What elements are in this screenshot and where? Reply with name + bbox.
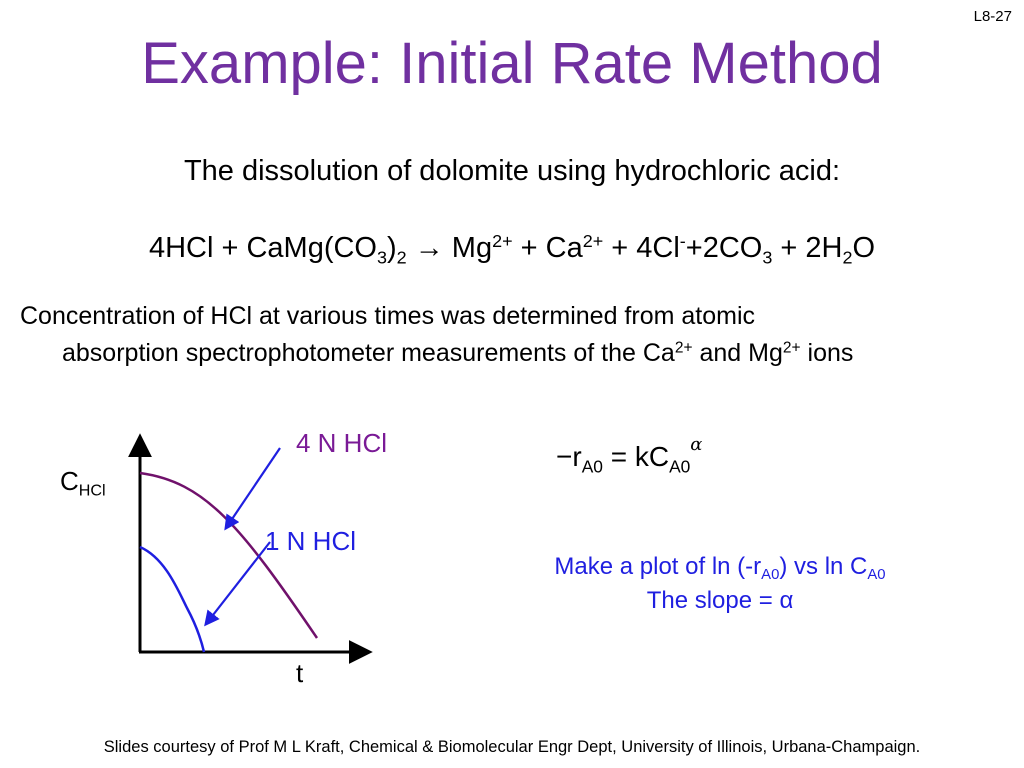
eq-part: O	[852, 232, 876, 264]
rate-subscript: A0	[581, 456, 603, 477]
concentration-sketch: CHCl t 4 N HCl 1 N HCl	[60, 428, 420, 700]
eq-subscript: 3	[377, 247, 387, 268]
instr-part: ) vs ln C	[779, 553, 868, 580]
rate-part: = kC	[602, 441, 670, 473]
desc-superscript: 2+	[674, 339, 693, 357]
eq-part: +2CO	[685, 232, 763, 264]
instruction-line2: The slope = α	[646, 587, 794, 614]
eq-part: 4HCl + CaMg(CO	[148, 232, 377, 264]
rate-exponent: α	[690, 434, 703, 455]
description-line2: absorption spectrophotometer measurement…	[20, 335, 853, 372]
description-line1: Concentration of HCl at various times wa…	[20, 302, 756, 330]
plot-instruction: Make a plot of ln (-rA0) vs ln CA0 The s…	[500, 550, 940, 618]
y-label-sub: HCl	[78, 481, 106, 500]
arrow-4n	[224, 447, 281, 531]
intro-text: The dissolution of dolomite using hydroc…	[183, 155, 841, 187]
eq-part: + Ca	[512, 232, 583, 264]
sketch-svg	[128, 433, 373, 664]
x-axis-label: t	[296, 658, 304, 688]
eq-part: → Mg	[406, 232, 493, 264]
y-label-main: C	[60, 466, 79, 496]
eq-part: + 4Cl	[603, 232, 680, 264]
rate-subscript: A0	[669, 456, 691, 477]
eq-superscript: 2+	[582, 231, 604, 252]
desc-part: and Mg	[692, 339, 783, 367]
slide-number: L8-27	[973, 8, 1012, 25]
rate-part: −r	[556, 441, 582, 473]
slide-title: Example: Initial Rate Method	[141, 31, 883, 96]
rate-law-equation: −rA0 = kCA0α	[556, 434, 703, 477]
curve-label-4n: 4 N HCl	[296, 428, 388, 458]
desc-part: absorption spectrophotometer measurement…	[62, 339, 675, 367]
eq-part: )	[387, 232, 397, 264]
curve-label-1n: 1 N HCl	[265, 526, 357, 556]
desc-part: ions	[800, 339, 854, 367]
eq-subscript: 2	[842, 247, 853, 268]
curve-4n-hcl	[139, 471, 319, 639]
desc-superscript: 2+	[782, 339, 801, 357]
eq-subscript: 3	[762, 247, 773, 268]
eq-superscript: -	[679, 231, 686, 252]
curve-1n-hcl	[139, 545, 206, 653]
y-axis-label: CHCl	[60, 466, 106, 500]
instr-part: Make a plot of ln (-r	[554, 553, 762, 580]
arrow-1n	[204, 541, 271, 627]
instruction-line1: Make a plot of ln (-rA0) vs ln CA0	[500, 550, 940, 584]
instr-subscript: A0	[867, 567, 886, 584]
eq-part: + 2H	[772, 232, 843, 264]
eq-subscript: 2	[396, 247, 407, 268]
eq-superscript: 2+	[492, 231, 513, 252]
footer-credit: Slides courtesy of Prof M L Kraft, Chemi…	[103, 738, 921, 756]
instr-subscript: A0	[761, 567, 780, 584]
description-text: Concentration of HCl at various times wa…	[20, 298, 853, 372]
reaction-equation: 4HCl + CaMg(CO3)2 → Mg2+ + Ca2+ + 4Cl-+2…	[0, 231, 1024, 268]
